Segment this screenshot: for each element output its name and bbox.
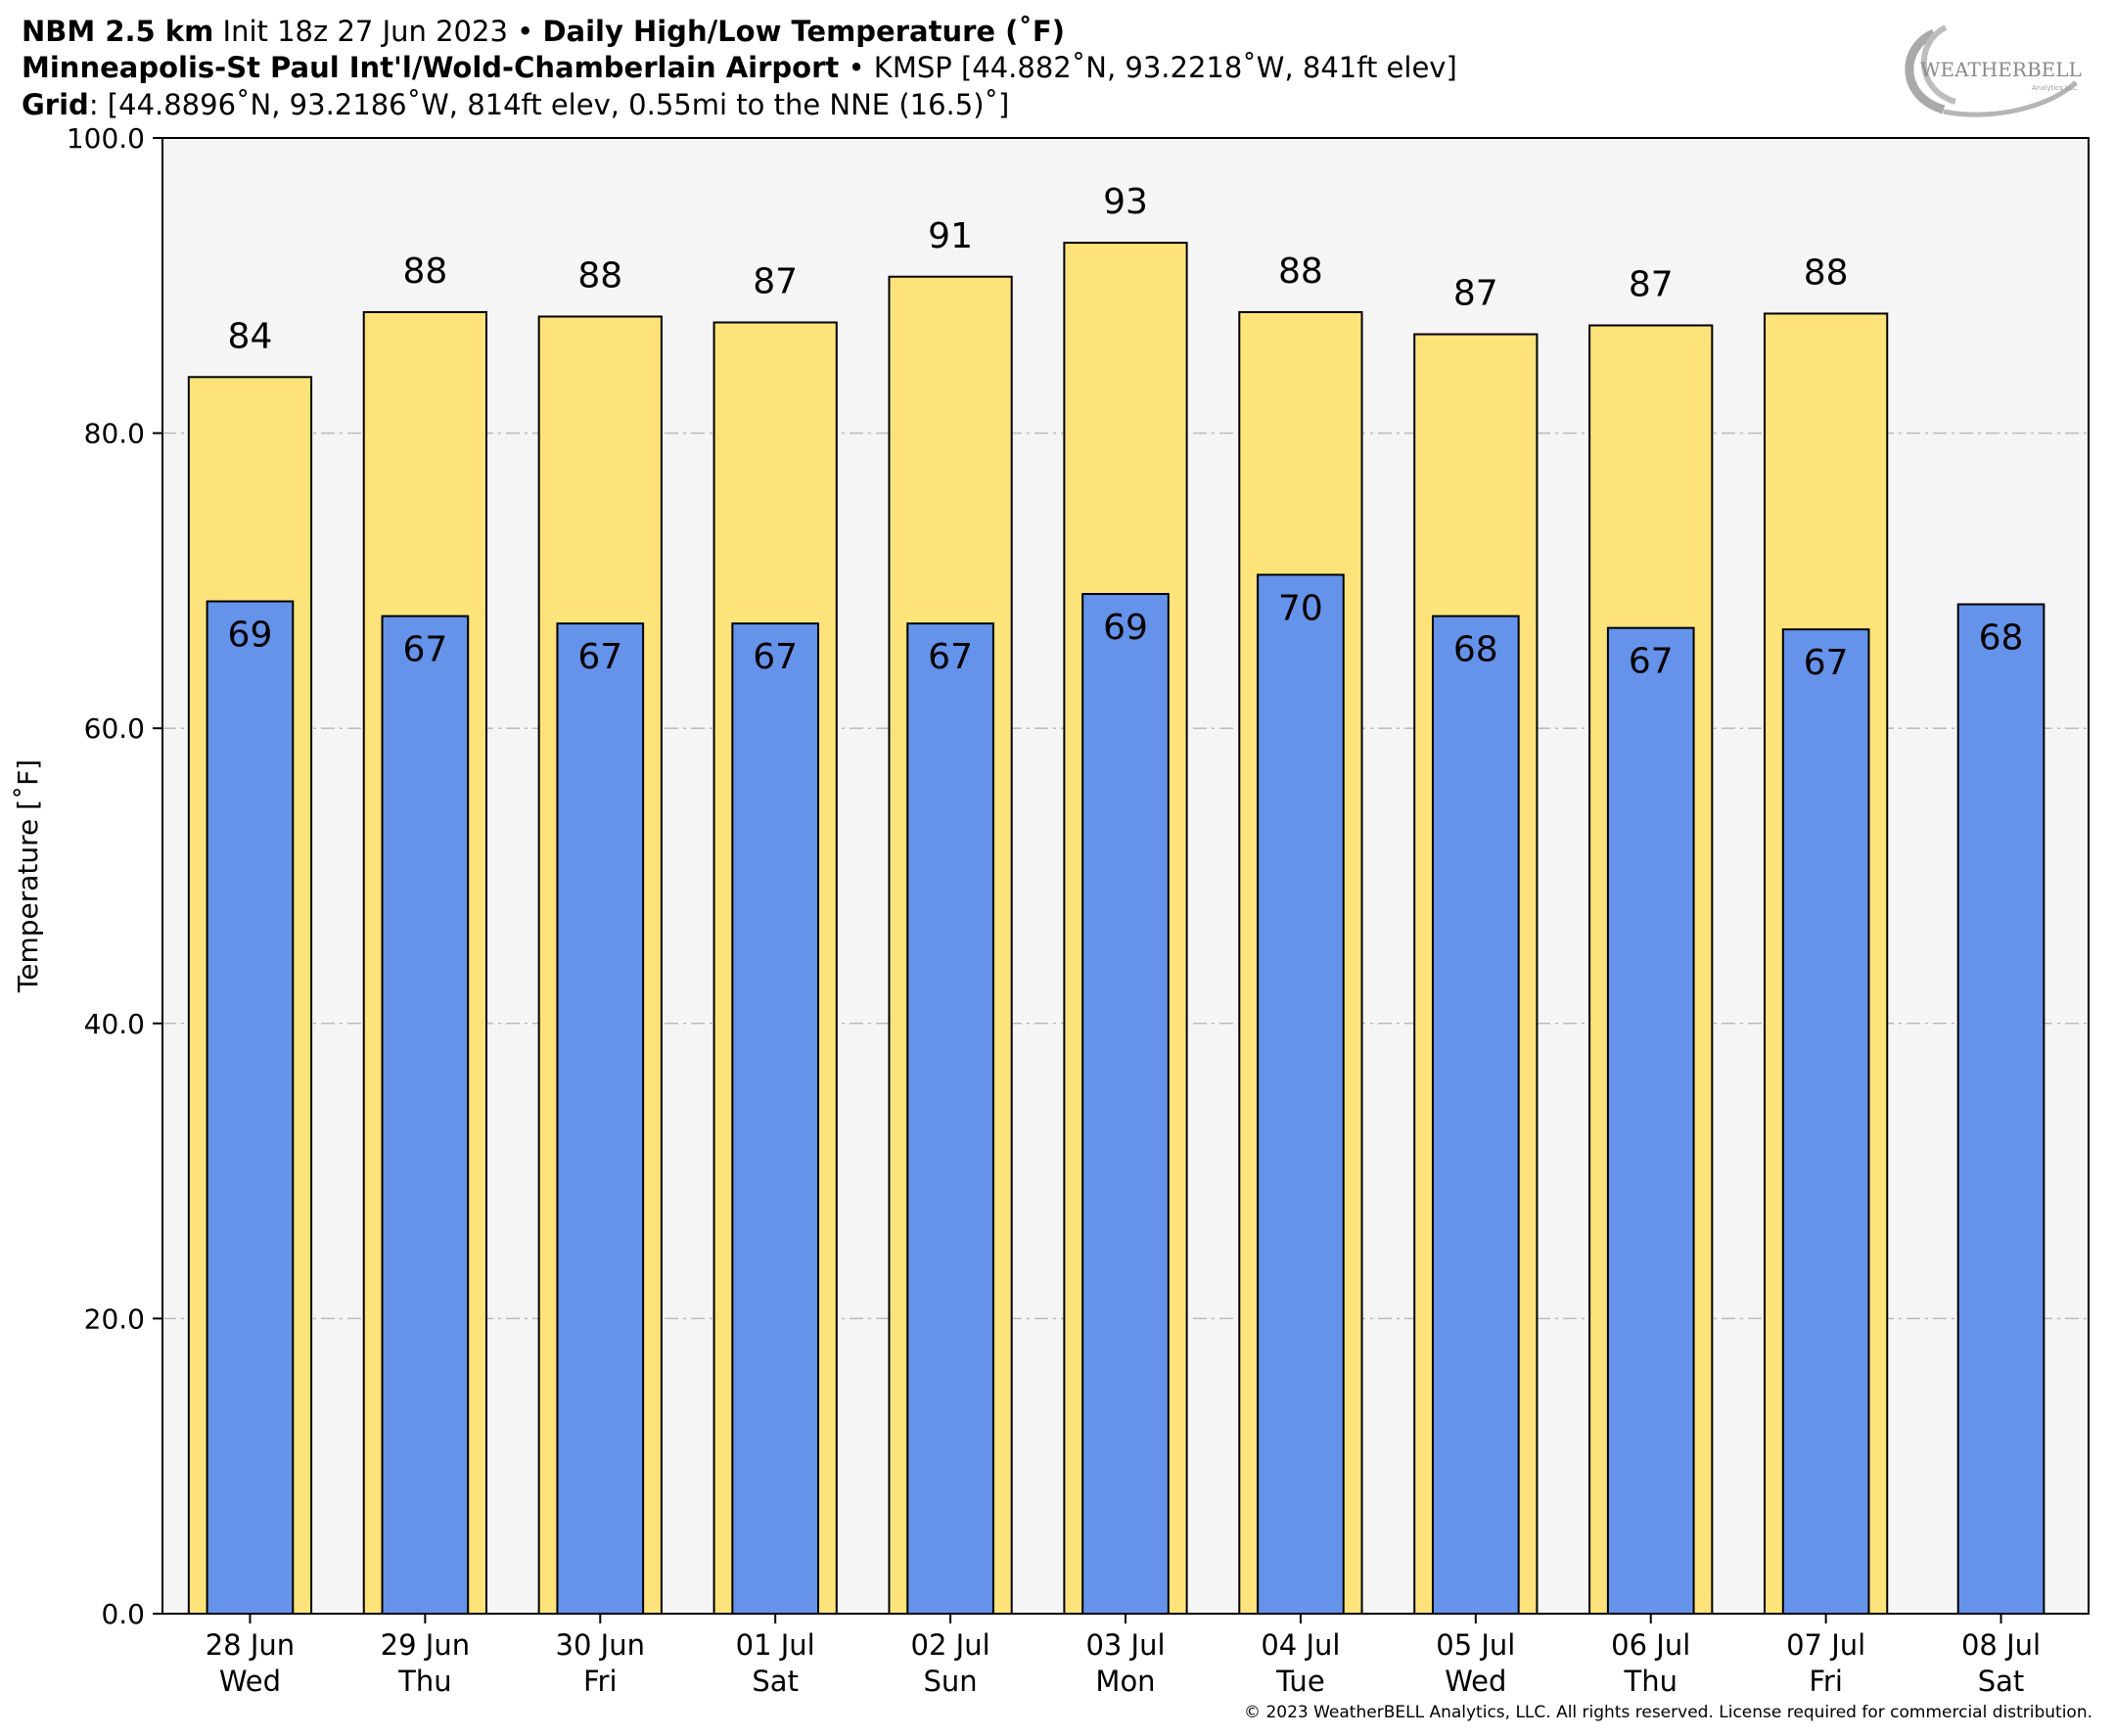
y-tick-label: 20.0 <box>84 1302 145 1335</box>
station-name: Minneapolis-St Paul Int'l/Wold-Chamberla… <box>22 51 840 84</box>
y-axis: 0.0 20.0 40.0 60.0 80.0 100.0 <box>67 122 162 1630</box>
x-tick-weekday: Sat <box>1978 1665 2025 1698</box>
x-tick-weekday: Mon <box>1095 1665 1155 1698</box>
high-temp-label: 88 <box>402 251 447 292</box>
high-temp-label: 88 <box>1278 251 1323 292</box>
y-tick-label: 0.0 <box>101 1598 145 1630</box>
low-temp-bar <box>1081 592 1170 1615</box>
x-tick-weekday: Wed <box>1445 1665 1506 1698</box>
low-temp-bar <box>1431 615 1520 1615</box>
init-time: Init 18z 27 Jun 2023 • <box>213 15 543 48</box>
x-tick-date: 29 Jun <box>381 1628 470 1662</box>
x-tick-weekday: Fri <box>1809 1665 1843 1698</box>
y-tick-label: 60.0 <box>84 712 145 745</box>
x-tick-weekday: Fri <box>583 1665 618 1698</box>
bars <box>187 242 2045 1616</box>
low-temp-bar <box>1781 628 1870 1615</box>
x-tick-date: 03 Jul <box>1085 1628 1165 1662</box>
x-tick-weekday: Sun <box>924 1665 978 1698</box>
low-temp-label: 67 <box>1804 643 1849 683</box>
x-tick-date: 28 Jun <box>206 1628 295 1662</box>
x-tick-date: 30 Jun <box>556 1628 645 1662</box>
low-temp-bar <box>381 615 470 1615</box>
x-tick-weekday: Thu <box>1623 1665 1677 1698</box>
low-temp-label: 67 <box>1629 642 1674 682</box>
low-temp-bar <box>731 622 820 1615</box>
x-tick-date: 01 Jul <box>736 1628 815 1662</box>
low-temp-label: 67 <box>402 630 447 670</box>
low-temp-label: 69 <box>1103 608 1148 648</box>
model-name: NBM 2.5 km <box>22 15 214 48</box>
low-temp-bar <box>906 622 994 1615</box>
x-tick-date: 02 Jul <box>911 1628 990 1662</box>
x-tick-weekday: Wed <box>219 1665 281 1698</box>
low-temp-label: 68 <box>1453 630 1498 670</box>
high-temp-label: 84 <box>228 316 273 356</box>
x-tick-date: 05 Jul <box>1436 1628 1515 1662</box>
high-temp-label: 88 <box>1804 252 1849 293</box>
y-axis-label: Temperature [˚F] <box>12 759 44 993</box>
data-labels: 84 69 88 67 88 67 87 67 91 67 93 69 88 70 87 68 87 67 88 67… <box>228 182 2024 683</box>
x-tick-weekday: Tue <box>1275 1665 1325 1698</box>
low-temp-label: 67 <box>928 637 973 677</box>
low-temp-label: 69 <box>228 616 273 656</box>
high-temp-label: 87 <box>753 262 798 302</box>
x-tick-date: 08 Jul <box>1961 1628 2041 1662</box>
grid-coords: : [44.8896˚N, 93.2186˚W, 814ft elev, 0.5… <box>88 88 1010 121</box>
weatherbell-logo: WEATHERBELL Analytics LLC <box>1905 24 2082 117</box>
low-temp-label: 68 <box>1979 618 2024 659</box>
low-temp-label: 70 <box>1278 588 1323 628</box>
x-tick-weekday: Sat <box>752 1665 799 1698</box>
low-temp-bar <box>1606 626 1695 1615</box>
x-tick-weekday: Thu <box>397 1665 451 1698</box>
chart-title-line-1: NBM 2.5 km Init 18z 27 Jun 2023 • Daily … <box>22 18 1065 46</box>
low-temp-bar <box>206 600 295 1616</box>
high-temp-label: 88 <box>577 255 622 296</box>
logo-subtext: Analytics LLC <box>2032 84 2078 92</box>
grid-label: Grid <box>22 88 89 121</box>
high-temp-label: 91 <box>928 216 973 256</box>
x-tick-date: 06 Jul <box>1611 1628 1690 1662</box>
station-coords: • KMSP [44.882˚N, 93.2218˚W, 841ft elev] <box>839 51 1457 84</box>
y-tick-label: 40.0 <box>84 1008 145 1040</box>
low-temp-label: 67 <box>577 637 622 677</box>
high-temp-label: 87 <box>1453 274 1498 314</box>
x-tick-date: 07 Jul <box>1786 1628 1865 1662</box>
high-temp-label: 87 <box>1629 265 1674 305</box>
low-temp-bar <box>556 622 645 1615</box>
chart-title-line-3: Grid: [44.8896˚N, 93.2186˚W, 814ft elev,… <box>22 91 1009 119</box>
product-name: Daily High/Low Temperature (˚F) <box>542 15 1065 48</box>
y-tick-label: 100.0 <box>67 122 145 155</box>
low-temp-bar <box>1956 603 2045 1616</box>
copyright-notice: © 2023 WeatherBELL Analytics, LLC. All r… <box>1244 1703 2092 1722</box>
high-temp-label: 93 <box>1103 182 1148 222</box>
logo-text: WEATHERBELL <box>1920 58 2082 81</box>
low-temp-label: 67 <box>753 637 798 677</box>
x-tick-date: 04 Jul <box>1261 1628 1340 1662</box>
low-temp-bar <box>1257 573 1345 1615</box>
y-tick-label: 80.0 <box>84 418 145 450</box>
chart-title-line-2: Minneapolis-St Paul Int'l/Wold-Chamberla… <box>22 54 1457 82</box>
